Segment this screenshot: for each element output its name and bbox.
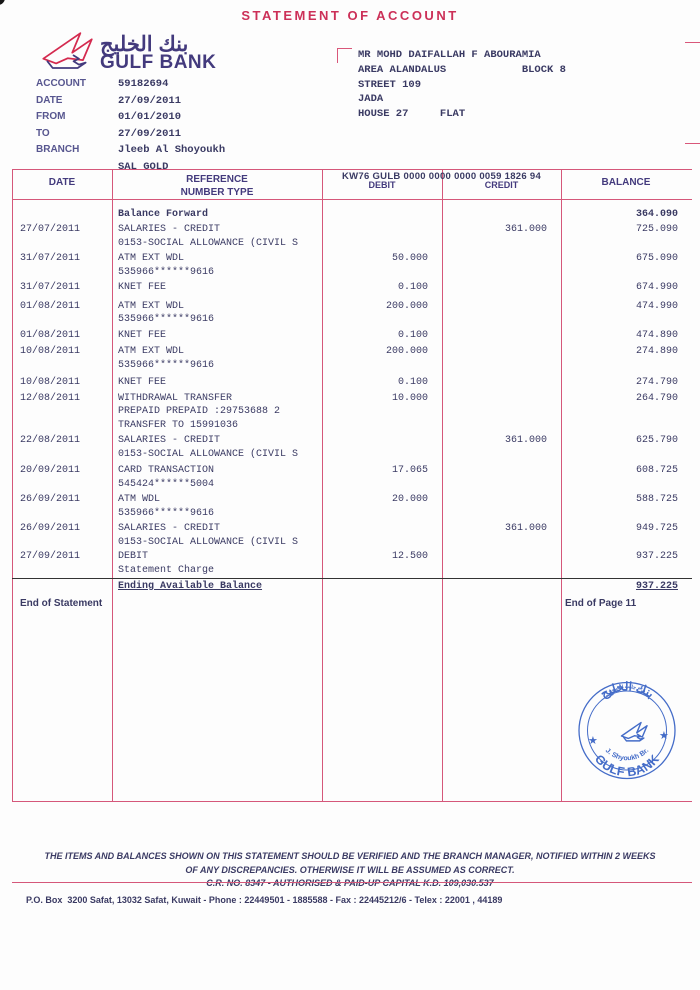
svg-text:J. Shyoukh Br.: J. Shyoukh Br. [604,747,651,762]
svg-text:★: ★ [659,730,669,742]
svg-text:★: ★ [588,735,598,747]
